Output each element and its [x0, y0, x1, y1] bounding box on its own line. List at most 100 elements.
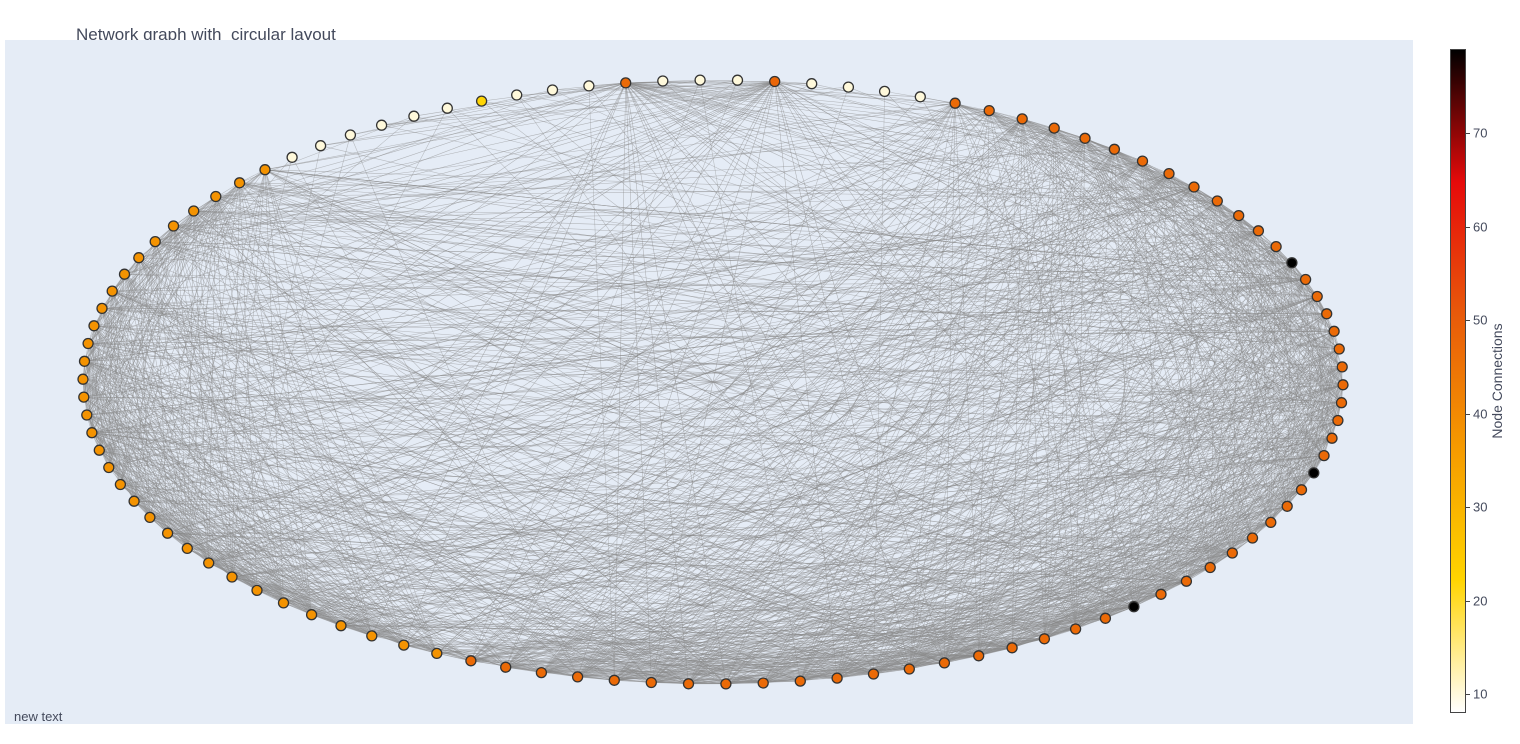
node[interactable] [106, 285, 118, 297]
node[interactable] [583, 80, 595, 92]
node[interactable] [475, 95, 488, 107]
node[interactable] [842, 81, 855, 93]
node[interactable] [1188, 181, 1200, 193]
node[interactable] [161, 527, 174, 539]
node[interactable] [103, 461, 115, 474]
node[interactable] [878, 85, 891, 98]
node[interactable] [277, 597, 290, 609]
node[interactable] [794, 675, 806, 687]
node[interactable] [757, 677, 769, 689]
node[interactable] [167, 220, 180, 232]
node[interactable] [831, 672, 843, 684]
node[interactable] [608, 674, 620, 686]
node[interactable] [1328, 325, 1340, 337]
node[interactable] [1038, 633, 1051, 645]
node[interactable] [1265, 516, 1277, 529]
node[interactable] [867, 668, 880, 680]
node[interactable] [286, 151, 298, 163]
node[interactable] [983, 104, 995, 117]
node[interactable] [769, 75, 781, 88]
node[interactable] [251, 584, 263, 597]
node[interactable] [1226, 547, 1238, 559]
node[interactable] [181, 542, 193, 555]
node[interactable] [431, 647, 443, 660]
node[interactable] [1332, 414, 1344, 427]
node[interactable] [93, 444, 105, 456]
node[interactable] [1335, 397, 1348, 409]
node[interactable] [1155, 588, 1167, 600]
node[interactable] [203, 557, 215, 569]
node[interactable] [949, 97, 961, 109]
node[interactable] [335, 620, 347, 632]
node[interactable] [226, 571, 238, 583]
node[interactable] [1286, 257, 1298, 269]
node[interactable] [546, 84, 559, 96]
node[interactable] [144, 511, 156, 524]
network-graph[interactable] [5, 40, 1413, 724]
node[interactable] [1299, 273, 1312, 286]
node[interactable] [657, 75, 669, 87]
node[interactable] [233, 177, 246, 189]
node[interactable] [1321, 308, 1333, 320]
node[interactable] [1069, 623, 1082, 635]
node[interactable] [903, 663, 915, 675]
node[interactable] [1006, 642, 1018, 654]
node[interactable] [96, 302, 108, 315]
node[interactable] [1108, 143, 1121, 155]
node[interactable] [973, 650, 985, 662]
node[interactable] [82, 337, 94, 350]
node[interactable] [1337, 379, 1349, 391]
node[interactable] [366, 630, 378, 642]
node[interactable] [398, 639, 410, 651]
node[interactable] [188, 205, 200, 217]
node[interactable] [1246, 532, 1259, 544]
node[interactable] [500, 661, 512, 673]
node[interactable] [645, 676, 657, 689]
node[interactable] [1128, 601, 1140, 613]
node[interactable] [118, 268, 131, 280]
node[interactable] [78, 391, 90, 403]
node[interactable] [78, 355, 91, 367]
node[interactable] [1333, 343, 1345, 355]
node[interactable] [1252, 225, 1265, 237]
node[interactable] [314, 140, 327, 152]
node[interactable] [731, 74, 744, 86]
node[interactable] [1311, 290, 1323, 303]
node[interactable] [441, 102, 453, 114]
node[interactable] [88, 320, 100, 332]
node[interactable] [571, 671, 584, 683]
node[interactable] [210, 190, 222, 203]
node[interactable] [1163, 167, 1175, 180]
node[interactable] [682, 678, 695, 690]
node[interactable] [1326, 432, 1338, 444]
node[interactable] [259, 164, 271, 176]
node[interactable] [1233, 209, 1245, 222]
node[interactable] [1308, 467, 1320, 479]
node[interactable] [465, 655, 477, 667]
node[interactable] [1079, 132, 1091, 144]
node[interactable] [938, 657, 951, 669]
node[interactable] [694, 74, 706, 86]
node[interactable] [1336, 361, 1348, 373]
node[interactable] [408, 110, 420, 122]
node[interactable] [1211, 195, 1223, 207]
node[interactable] [305, 609, 318, 621]
node[interactable] [1136, 155, 1149, 167]
node[interactable] [128, 495, 140, 507]
node[interactable] [1180, 575, 1193, 587]
node[interactable] [1099, 612, 1112, 624]
node[interactable] [81, 409, 93, 421]
node[interactable] [914, 91, 926, 103]
node[interactable] [1281, 500, 1293, 512]
node[interactable] [1270, 240, 1282, 253]
node[interactable] [1048, 122, 1060, 134]
node[interactable] [806, 78, 818, 90]
node[interactable] [720, 678, 732, 690]
node[interactable] [375, 119, 388, 131]
node[interactable] [535, 666, 548, 679]
node[interactable] [114, 478, 127, 491]
node[interactable] [1295, 484, 1308, 496]
node[interactable] [149, 235, 161, 248]
node[interactable] [77, 373, 89, 385]
node[interactable] [344, 129, 357, 141]
